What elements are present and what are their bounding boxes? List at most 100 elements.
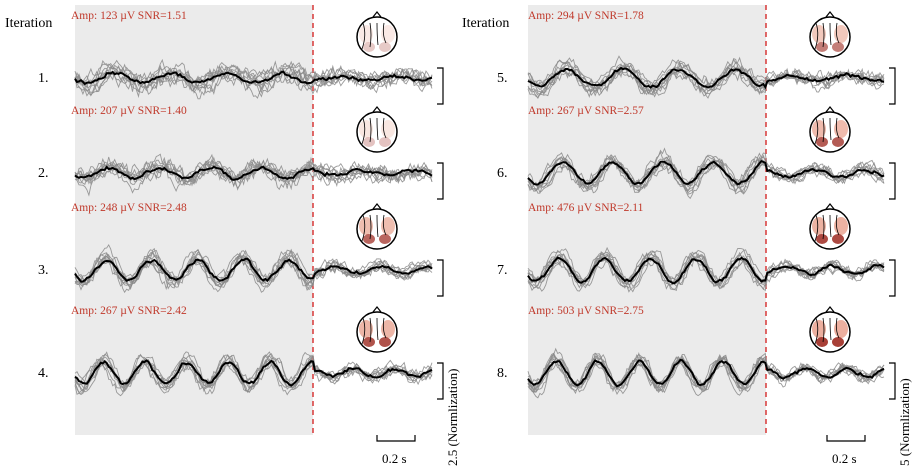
topo-hotspot [359, 320, 373, 338]
topo-nose [372, 306, 382, 313]
topo-hotspot [379, 137, 391, 147]
iteration-8: 8. Amp: 503 µV SNR=2.75 [497, 305, 896, 400]
mean-trace [527, 66, 885, 90]
amplitude-scale-label: 5 (Normlization) [897, 378, 912, 466]
amplitude-scale-bar [437, 162, 444, 200]
mean-trace [527, 160, 885, 186]
topo-hotspot [812, 120, 826, 138]
mean-trace [74, 359, 433, 387]
amp-snr-annotation: Amp: 476 µV SNR=2.11 [528, 202, 644, 214]
trial-trace [74, 356, 433, 394]
topo-contour [369, 317, 372, 343]
topo-contour [829, 117, 832, 141]
trial-trace [527, 257, 885, 293]
topo-nose [372, 203, 382, 210]
topo-nose [825, 203, 835, 210]
iteration-label: 4. [38, 366, 49, 381]
trial-trace [74, 67, 433, 97]
topography-map [356, 306, 398, 353]
mean-trace [74, 70, 433, 86]
iteration-label: 8. [497, 366, 508, 381]
topo-contour [369, 22, 372, 48]
topo-hotspot [363, 42, 375, 52]
trial-trace [527, 64, 885, 99]
trial-trace [74, 59, 433, 88]
trial-trace [527, 355, 885, 393]
iteration-label: 2. [38, 166, 49, 181]
trial-trace [74, 358, 433, 393]
trial-trace [527, 253, 885, 289]
topo-hotspot [832, 137, 844, 147]
topo-hotspot [359, 217, 373, 235]
amplitude-scale-bar [889, 67, 896, 105]
mean-trace [74, 165, 433, 181]
topo-hotspot [363, 234, 375, 244]
amplitude-scale-bar [437, 259, 444, 297]
topography-map [356, 11, 398, 58]
topo-contour [814, 214, 819, 242]
amp-snr-annotation: Amp: 503 µV SNR=2.75 [528, 305, 644, 317]
topo-contour [369, 214, 372, 240]
topo-hotspot [816, 42, 828, 52]
topo-contour [835, 117, 840, 139]
trial-trace [527, 55, 885, 95]
topo-contour [835, 317, 840, 339]
trial-trace [74, 159, 433, 188]
topography-map [809, 203, 851, 250]
panel-2: Iteration 5. Amp: 294 µV SNR=1.78 6. Amp: 26… [462, 5, 912, 466]
topo-hotspot [363, 337, 375, 347]
topo-nose [825, 11, 835, 18]
topo-contour [382, 22, 387, 44]
topo-contour [376, 117, 379, 141]
topo-hotspot [832, 337, 844, 347]
topo-contour [822, 214, 825, 240]
topo-hotspot [832, 234, 844, 244]
iteration-heading: Iteration [462, 16, 509, 31]
topo-hotspot [816, 337, 828, 347]
topo-contour [376, 214, 379, 238]
trial-trace [527, 352, 885, 395]
topo-nose [372, 11, 382, 18]
topo-contour [382, 214, 387, 236]
topo-hotspot [816, 137, 828, 147]
topo-contour [814, 117, 819, 145]
iteration-5: 5. Amp: 294 µV SNR=1.78 [497, 10, 896, 105]
topo-contour [835, 22, 840, 44]
topography-map [809, 11, 851, 58]
iteration-heading: Iteration [5, 16, 52, 31]
topo-hotspot [812, 25, 826, 43]
iteration-1: 1. Amp: 123 µV SNR=1.51 [38, 10, 444, 105]
iteration-4: 4. Amp: 267 µV SNR=2.42 [38, 305, 444, 400]
iteration-label: 5. [497, 71, 508, 86]
amp-snr-annotation: Amp: 267 µV SNR=2.57 [528, 105, 644, 117]
topo-contour [835, 214, 840, 236]
topo-nose [825, 306, 835, 313]
topo-contour [829, 317, 832, 341]
topo-contour [369, 117, 372, 143]
topo-hotspot [812, 320, 826, 338]
mean-trace [74, 257, 433, 283]
topo-hotspot [359, 25, 373, 43]
amplitude-scale-bar [889, 362, 896, 400]
amp-snr-annotation: Amp: 267 µV SNR=2.42 [71, 305, 187, 317]
amp-snr-annotation: Amp: 207 µV SNR=1.40 [71, 105, 187, 117]
time-scale-bar [826, 435, 866, 442]
topo-contour [814, 317, 819, 345]
topo-contour [361, 22, 366, 50]
amplitude-scale-label: 2.5 (Normlization) [445, 369, 460, 466]
topo-contour [829, 214, 832, 238]
topo-contour [822, 117, 825, 143]
iteration-label: 6. [497, 166, 508, 181]
amplitude-scale-bar [437, 362, 444, 400]
iteration-2: 2. Amp: 207 µV SNR=1.40 [38, 105, 444, 200]
amp-snr-annotation: Amp: 248 µV SNR=2.48 [71, 202, 187, 214]
topo-contour [382, 117, 387, 139]
topo-contour [382, 317, 387, 339]
trial-trace [74, 67, 433, 94]
time-scale-label: 0.2 s [832, 451, 857, 466]
iteration-6: 6. Amp: 267 µV SNR=2.57 [497, 105, 896, 200]
iteration-7: 7. Amp: 476 µV SNR=2.11 [497, 202, 896, 297]
amplitude-scale-bar [437, 67, 444, 105]
iteration-label: 7. [497, 263, 508, 278]
